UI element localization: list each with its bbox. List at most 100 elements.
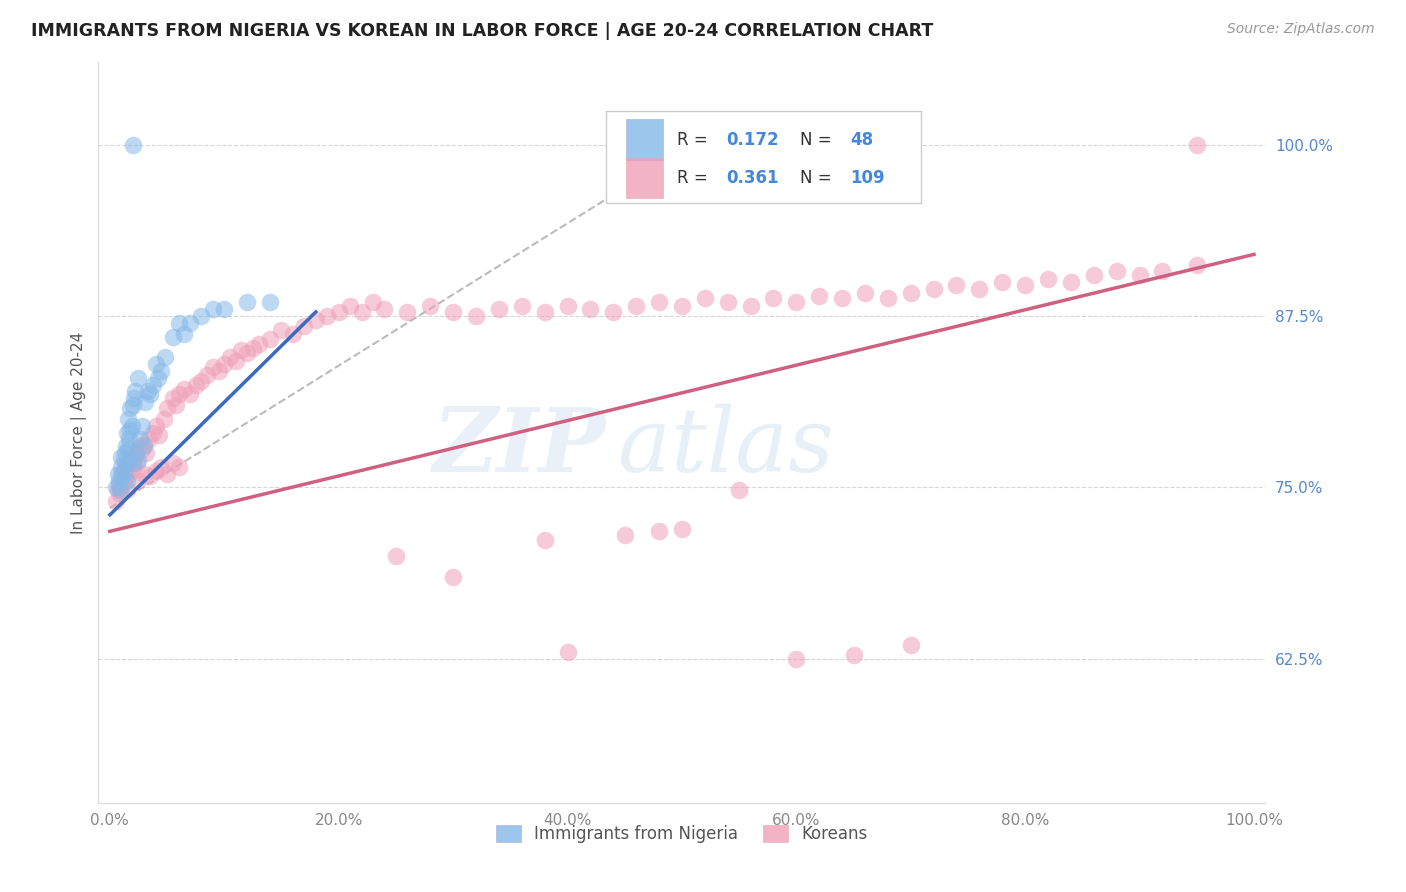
Point: [876, 291, 898, 305]
Point: [117, 464, 139, 478]
Point: [613, 528, 636, 542]
Point: [165, 398, 187, 412]
Point: [104, 494, 127, 508]
Point: [145, 418, 167, 433]
Point: [270, 323, 292, 337]
Point: [110, 459, 132, 474]
Point: [108, 487, 131, 501]
Text: 0.361: 0.361: [727, 169, 779, 187]
Point: [110, 480, 132, 494]
Point: [441, 305, 464, 319]
Point: [219, 350, 242, 364]
Point: [242, 341, 264, 355]
Point: [292, 318, 315, 333]
Text: N =: N =: [800, 131, 837, 149]
Point: [121, 418, 143, 433]
Point: [150, 364, 173, 378]
Point: [1152, 264, 1174, 278]
Point: [201, 359, 224, 374]
Point: [115, 425, 138, 440]
Point: [167, 316, 190, 330]
Point: [128, 433, 150, 447]
Point: [214, 302, 236, 317]
Point: [785, 295, 807, 310]
Point: [121, 456, 143, 470]
Point: [134, 395, 156, 409]
Point: [167, 459, 190, 474]
Point: [179, 387, 201, 401]
Point: [127, 474, 149, 488]
Point: [115, 459, 138, 474]
Point: [184, 377, 207, 392]
Point: [624, 300, 647, 314]
Point: [740, 300, 762, 314]
Point: [900, 285, 922, 300]
Point: [162, 329, 184, 343]
Point: [152, 412, 174, 426]
Point: [156, 467, 179, 481]
Point: [533, 533, 555, 547]
Point: [195, 368, 218, 382]
Point: [142, 425, 165, 440]
Point: [125, 446, 148, 460]
Point: [117, 412, 139, 426]
Text: atlas: atlas: [617, 404, 834, 491]
Point: [120, 423, 142, 437]
Point: [108, 474, 131, 488]
Bar: [626, 158, 664, 199]
Point: [131, 418, 153, 433]
Point: [316, 309, 339, 323]
Text: R =: R =: [678, 169, 713, 187]
Point: [225, 354, 247, 368]
Point: [115, 474, 138, 488]
Point: [115, 483, 138, 498]
Point: [145, 357, 167, 371]
Point: [153, 350, 176, 364]
Point: [138, 433, 160, 447]
Text: IMMIGRANTS FROM NIGERIA VS KOREAN IN LABOR FORCE | AGE 20-24 CORRELATION CHART: IMMIGRANTS FROM NIGERIA VS KOREAN IN LAB…: [31, 22, 934, 40]
Point: [124, 450, 146, 465]
Point: [127, 371, 149, 385]
Point: [488, 302, 510, 317]
Point: [762, 291, 785, 305]
Point: [156, 401, 179, 415]
Point: [373, 302, 395, 317]
Point: [693, 291, 716, 305]
Point: [136, 384, 159, 399]
Point: [339, 300, 361, 314]
Point: [922, 282, 945, 296]
Point: [112, 474, 135, 488]
Point: [112, 464, 135, 478]
Point: [121, 464, 143, 478]
Text: 48: 48: [851, 131, 873, 149]
Point: [114, 446, 136, 460]
Point: [236, 295, 259, 310]
Point: [557, 300, 579, 314]
Point: [305, 313, 328, 327]
Text: ZIP: ZIP: [433, 404, 606, 491]
Point: [385, 549, 408, 563]
Point: [1036, 272, 1059, 286]
Point: [120, 401, 142, 415]
Point: [107, 483, 129, 498]
Point: [131, 442, 153, 456]
Point: [247, 336, 270, 351]
Point: [853, 285, 876, 300]
Point: [831, 291, 853, 305]
Point: [139, 469, 162, 483]
Point: [717, 295, 740, 310]
Point: [167, 387, 190, 401]
Point: [146, 371, 169, 385]
Point: [110, 467, 132, 481]
Point: [190, 374, 212, 388]
Point: [259, 295, 281, 310]
Point: [900, 638, 922, 652]
Point: [162, 392, 184, 406]
Point: [108, 483, 131, 498]
Point: [173, 326, 195, 341]
Point: [162, 456, 184, 470]
Point: [419, 300, 441, 314]
Point: [120, 453, 142, 467]
Point: [785, 652, 807, 666]
Point: [118, 433, 141, 447]
